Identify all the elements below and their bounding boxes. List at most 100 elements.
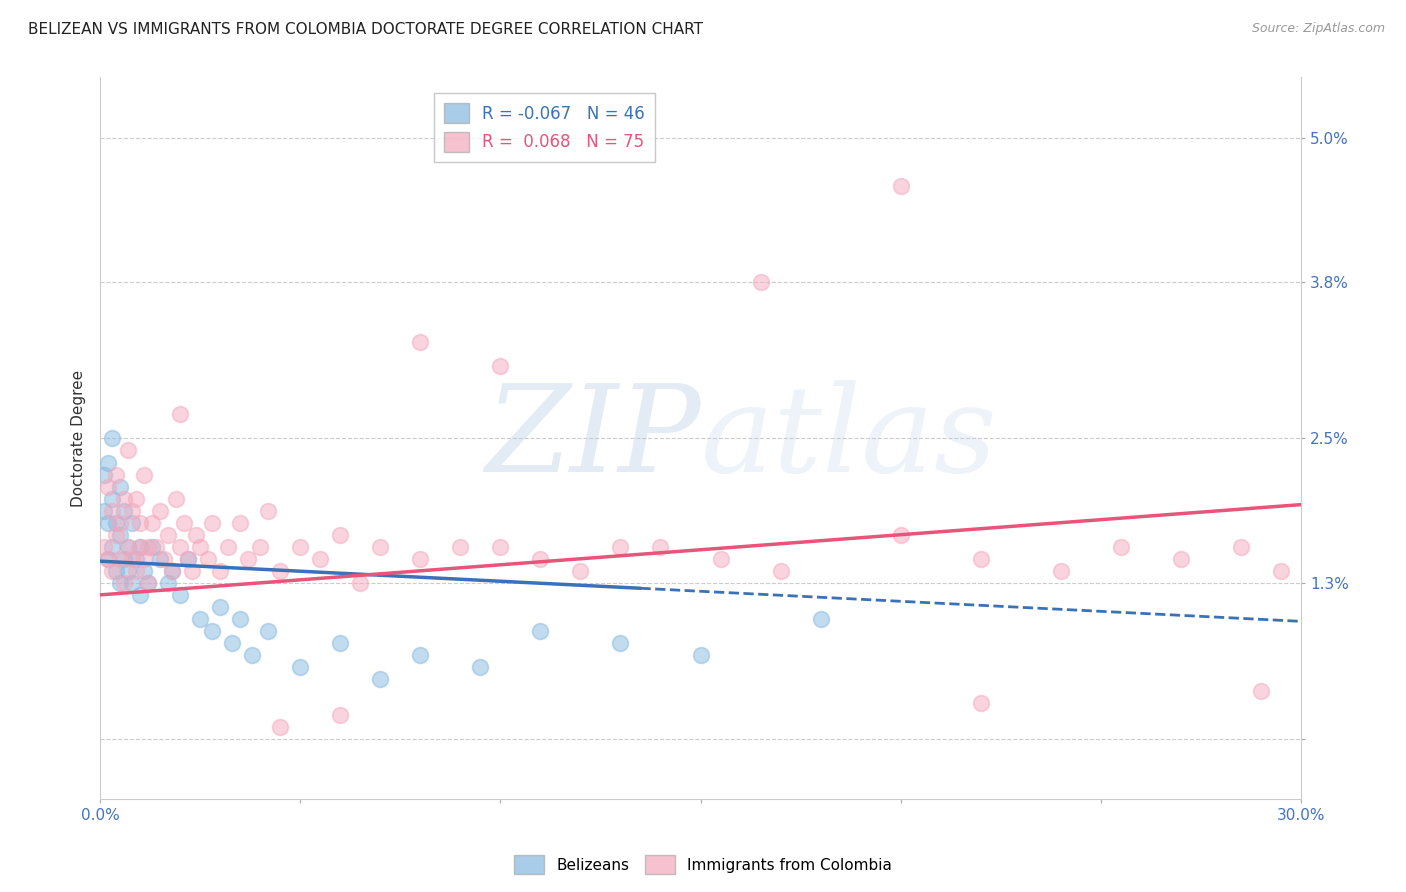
Point xyxy=(97,456,120,470)
Point xyxy=(125,564,148,578)
Point xyxy=(409,648,432,662)
Point xyxy=(609,540,631,554)
Point xyxy=(141,540,163,554)
Point xyxy=(145,540,167,554)
Point xyxy=(108,516,131,530)
Point xyxy=(121,575,143,590)
Point xyxy=(188,540,211,554)
Point xyxy=(97,479,120,493)
Point xyxy=(129,540,152,554)
Point xyxy=(101,503,124,517)
Point xyxy=(129,588,152,602)
Point xyxy=(108,551,131,566)
Point xyxy=(217,540,239,554)
Point xyxy=(238,551,260,566)
Point xyxy=(105,467,128,482)
Point xyxy=(201,624,224,638)
Point xyxy=(105,527,128,541)
Point xyxy=(1230,540,1253,554)
Point xyxy=(169,408,191,422)
Point xyxy=(93,540,115,554)
Point xyxy=(1170,551,1192,566)
Point xyxy=(609,636,631,650)
Point xyxy=(117,540,139,554)
Point xyxy=(449,540,471,554)
Point xyxy=(249,540,271,554)
Point xyxy=(470,660,492,674)
Point xyxy=(160,564,183,578)
Point xyxy=(136,540,159,554)
Point xyxy=(368,540,391,554)
Point xyxy=(141,516,163,530)
Point xyxy=(569,564,592,578)
Point xyxy=(117,540,139,554)
Point xyxy=(149,503,172,517)
Point xyxy=(129,540,152,554)
Point xyxy=(136,575,159,590)
Point xyxy=(134,467,156,482)
Point xyxy=(129,516,152,530)
Point xyxy=(134,564,156,578)
Point xyxy=(290,540,312,554)
Point xyxy=(890,527,912,541)
Point xyxy=(529,551,551,566)
Point xyxy=(121,516,143,530)
Point xyxy=(157,575,180,590)
Point xyxy=(650,540,672,554)
Legend: Belizeans, Immigrants from Colombia: Belizeans, Immigrants from Colombia xyxy=(508,849,898,880)
Point xyxy=(489,359,512,374)
Point xyxy=(1250,684,1272,698)
Point xyxy=(149,551,172,566)
Legend: R = -0.067   N = 46, R =  0.068   N = 75: R = -0.067 N = 46, R = 0.068 N = 75 xyxy=(434,93,655,162)
Point xyxy=(101,491,124,506)
Point xyxy=(329,527,352,541)
Point xyxy=(201,516,224,530)
Point xyxy=(1049,564,1071,578)
Point xyxy=(108,479,131,493)
Text: ZIP: ZIP xyxy=(485,380,700,497)
Point xyxy=(97,516,120,530)
Point xyxy=(229,612,252,626)
Point xyxy=(93,467,115,482)
Point xyxy=(105,564,128,578)
Point xyxy=(269,720,291,734)
Point xyxy=(368,672,391,686)
Point xyxy=(169,540,191,554)
Point xyxy=(101,540,124,554)
Point xyxy=(177,551,200,566)
Point xyxy=(209,599,232,614)
Point xyxy=(101,564,124,578)
Text: Source: ZipAtlas.com: Source: ZipAtlas.com xyxy=(1251,22,1385,36)
Point xyxy=(290,660,312,674)
Point xyxy=(221,636,243,650)
Point xyxy=(97,551,120,566)
Point xyxy=(349,575,371,590)
Point xyxy=(112,503,135,517)
Point xyxy=(186,527,208,541)
Point xyxy=(970,551,993,566)
Point xyxy=(309,551,332,566)
Point xyxy=(329,708,352,723)
Point xyxy=(1270,564,1292,578)
Point xyxy=(749,275,772,289)
Point xyxy=(329,636,352,650)
Point xyxy=(165,491,187,506)
Point xyxy=(108,575,131,590)
Point xyxy=(117,564,139,578)
Point xyxy=(97,551,120,566)
Point xyxy=(197,551,219,566)
Point xyxy=(117,443,139,458)
Point xyxy=(709,551,731,566)
Point xyxy=(188,612,211,626)
Point xyxy=(157,527,180,541)
Point xyxy=(489,540,512,554)
Point xyxy=(108,527,131,541)
Point xyxy=(93,503,115,517)
Point xyxy=(1109,540,1132,554)
Point xyxy=(125,491,148,506)
Point xyxy=(136,575,159,590)
Point xyxy=(105,516,128,530)
Point xyxy=(112,491,135,506)
Point xyxy=(409,335,432,350)
Point xyxy=(121,551,143,566)
